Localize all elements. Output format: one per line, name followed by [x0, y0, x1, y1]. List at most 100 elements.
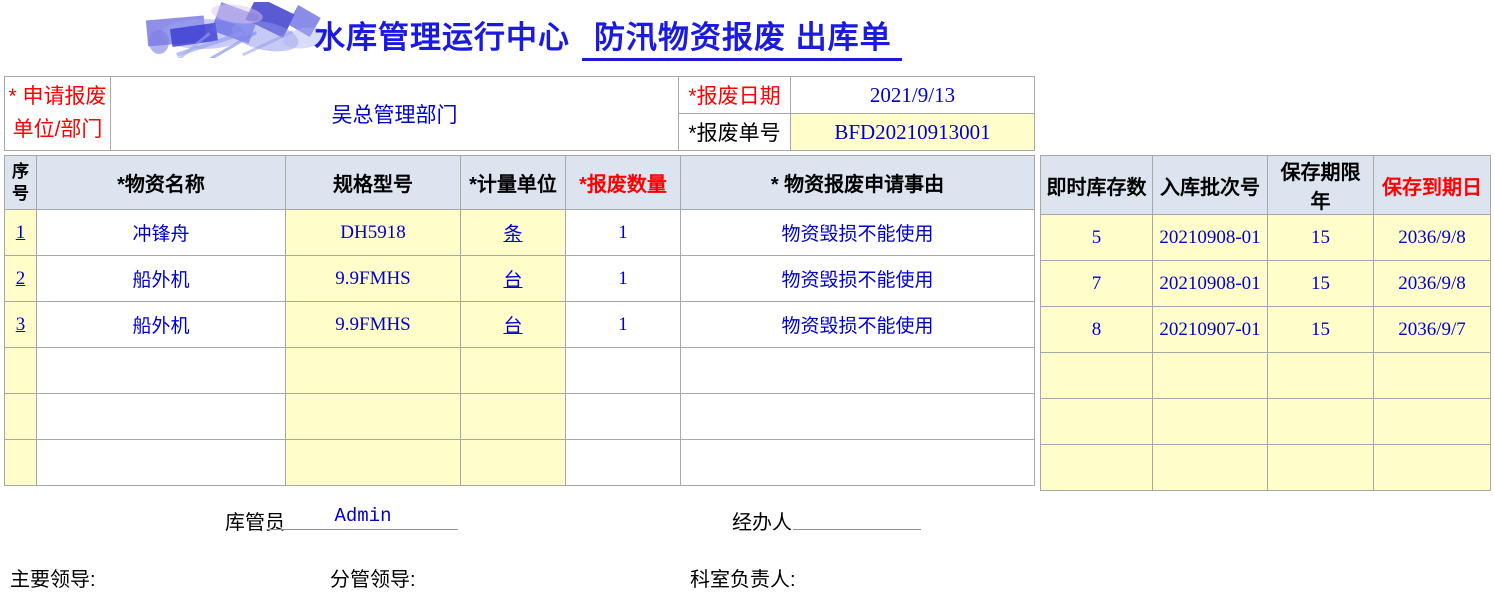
request-unit-label: * 申请报废 单位/部门: [4, 76, 111, 151]
redacted-scribble: [145, 2, 327, 58]
shelf-years-cell: 15: [1267, 306, 1374, 353]
section-chief-label: 科室负责人:: [690, 569, 796, 591]
item-row: [4, 439, 1035, 486]
stock-cell: [1040, 352, 1153, 399]
reason-cell: [680, 393, 1035, 440]
reason-cell: [680, 347, 1035, 394]
stock-cell: [1040, 398, 1153, 445]
material-name-cell: 船外机: [36, 301, 286, 348]
material-name-cell: 冲锋舟: [36, 209, 286, 256]
batch-cell: 20210907-01: [1152, 306, 1268, 353]
row-no-cell: [4, 347, 37, 394]
stock-cell: 7: [1040, 260, 1153, 307]
reason-cell: [680, 439, 1035, 486]
shelf-years-cell: 15: [1267, 260, 1374, 307]
items-table: 序 号 *物资名称 规格型号 *计量单位 *报废数量 * 物资报废申请事由 1 …: [4, 155, 1035, 486]
qty-cell: 1: [565, 255, 681, 302]
scrap-order-label: *报废单号: [678, 113, 791, 151]
scrap-order-value: BFD20210913001: [790, 113, 1035, 151]
unit-cell: [460, 439, 566, 486]
unit-cell: 台: [460, 301, 566, 348]
warehouse-keeper-signature[interactable]: Admin: [268, 503, 458, 530]
unit-cell: [460, 347, 566, 394]
qty-cell: [565, 347, 681, 394]
deputy-leader-label: 分管领导:: [330, 569, 416, 591]
expiry-cell: [1373, 352, 1491, 399]
row-no-cell: [4, 439, 37, 486]
unit-cell: 台: [460, 255, 566, 302]
stock-row: 7 20210908-01 15 2036/9/8: [1040, 260, 1491, 307]
title-suffix: 防汛物资报废 出库单: [582, 12, 902, 61]
batch-cell: 20210908-01: [1152, 214, 1268, 261]
model-cell: DH5918: [285, 209, 461, 256]
row-no-link[interactable]: 1: [15, 221, 26, 243]
stock-cell: [1040, 444, 1153, 491]
model-cell: [285, 393, 461, 440]
batch-cell: [1152, 398, 1268, 445]
request-unit-label-line2: 单位/部门: [12, 117, 103, 141]
shelf-years-cell: 15: [1267, 214, 1374, 261]
batch-cell: [1152, 352, 1268, 399]
signature-row: 库管员 Admin 经办人: [0, 503, 1495, 535]
request-form: * 申请报废 单位/部门 吴总管理部门 *报废日期 2021/9/13 *报废单…: [4, 76, 1035, 151]
main-leader-label: 主要领导:: [10, 569, 96, 591]
request-unit-label-line1: * 申请报废: [8, 84, 107, 108]
reason-cell: 物资毁损不能使用: [680, 255, 1035, 302]
stock-cell: 8: [1040, 306, 1153, 353]
shelf-years-cell: [1267, 444, 1374, 491]
item-row: [4, 393, 1035, 440]
item-row: 2 船外机 9.9FMHS 台 1 物资毁损不能使用: [4, 255, 1035, 302]
batch-cell: [1152, 444, 1268, 491]
stock-row: [1040, 352, 1491, 399]
expiry-cell: 2036/9/7: [1373, 306, 1491, 353]
stock-row: 5 20210908-01 15 2036/9/8: [1040, 214, 1491, 261]
row-no-cell: 2: [4, 255, 37, 302]
row-no-cell: [4, 393, 37, 440]
row-no-link[interactable]: 2: [15, 267, 26, 289]
title-bar: 水库管理运行中心 防汛物资报废 出库单: [0, 0, 1495, 64]
unit-link[interactable]: 台: [503, 316, 523, 337]
unit-link[interactable]: 条: [503, 224, 523, 245]
stock-table: 即时库存数 入库批次号 保存期限年 保存到期日 5 20210908-01 15…: [1040, 155, 1491, 491]
handler-signature[interactable]: [793, 503, 921, 530]
unit-cell: 条: [460, 209, 566, 256]
unit-link[interactable]: 台: [503, 270, 523, 291]
row-no-link[interactable]: 3: [15, 313, 26, 335]
scrap-date-value: 2021/9/13: [790, 76, 1035, 114]
handler-label: 经办人: [732, 512, 792, 534]
reason-cell: 物资毁损不能使用: [680, 301, 1035, 348]
shelf-years-cell: [1267, 398, 1374, 445]
qty-cell: 1: [565, 301, 681, 348]
col-header-qty: *报废数量: [565, 155, 681, 210]
row-no-cell: 1: [4, 209, 37, 256]
col-header-no: 序 号: [4, 155, 37, 210]
col-header-expiry: 保存到期日: [1373, 155, 1491, 215]
item-row: 1 冲锋舟 DH5918 条 1 物资毁损不能使用: [4, 209, 1035, 256]
material-name-cell: [36, 439, 286, 486]
item-row: [4, 347, 1035, 394]
request-unit-value: 吴总管理部门: [110, 76, 679, 151]
shelf-years-cell: [1267, 352, 1374, 399]
model-cell: [285, 439, 461, 486]
batch-cell: 20210908-01: [1152, 260, 1268, 307]
qty-cell: [565, 439, 681, 486]
model-cell: 9.9FMHS: [285, 301, 461, 348]
scrap-date-label: *报废日期: [678, 76, 791, 114]
stock-row: [1040, 398, 1491, 445]
col-header-material-name: *物资名称: [36, 155, 286, 210]
material-name-cell: [36, 393, 286, 440]
col-header-batch: 入库批次号: [1152, 155, 1268, 215]
col-header-shelf-years: 保存期限年: [1267, 155, 1374, 215]
stock-row: [1040, 444, 1491, 491]
item-row: 3 船外机 9.9FMHS 台 1 物资毁损不能使用: [4, 301, 1035, 348]
qty-cell: [565, 393, 681, 440]
unit-cell: [460, 393, 566, 440]
qty-cell: 1: [565, 209, 681, 256]
expiry-cell: 2036/9/8: [1373, 260, 1491, 307]
material-name-cell: [36, 347, 286, 394]
col-header-unit: *计量单位: [460, 155, 566, 210]
title-prefix: 水库管理运行中心: [314, 20, 570, 55]
warehouse-keeper-label: 库管员: [225, 512, 285, 534]
stock-row: 8 20210907-01 15 2036/9/7: [1040, 306, 1491, 353]
expiry-cell: 2036/9/8: [1373, 214, 1491, 261]
